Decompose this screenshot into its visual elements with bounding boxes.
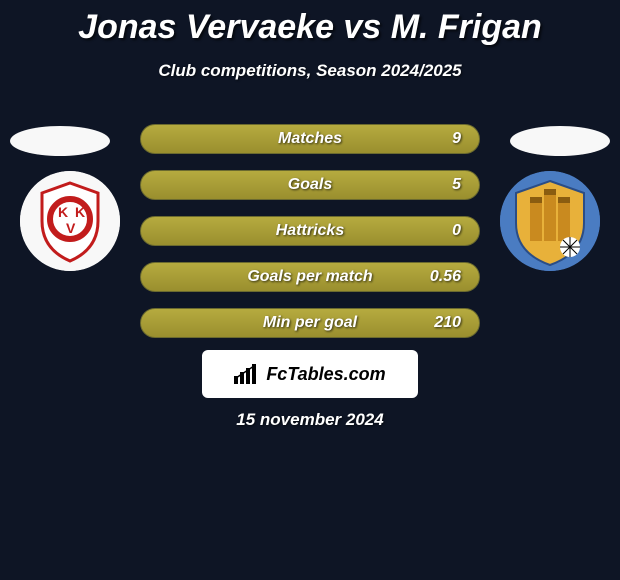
stat-row: Hattricks 0 <box>140 216 480 246</box>
stat-row: Goals per match 0.56 <box>140 262 480 292</box>
bars-icon <box>234 364 260 384</box>
stat-row: Matches 9 <box>140 124 480 154</box>
club-badge-right <box>500 171 600 271</box>
stat-value: 0.56 <box>430 268 461 286</box>
svg-text:K: K <box>58 204 68 220</box>
stat-label: Matches <box>141 130 479 148</box>
svg-text:K: K <box>75 204 85 220</box>
page-title: Jonas Vervaeke vs M. Frigan <box>0 0 620 47</box>
player-avatar-left <box>10 126 110 156</box>
stat-label: Min per goal <box>141 314 479 332</box>
brand-text: FcTables.com <box>266 364 385 385</box>
stat-label: Hattricks <box>141 222 479 240</box>
snapshot-date: 15 november 2024 <box>0 410 620 430</box>
page-subtitle: Club competitions, Season 2024/2025 <box>0 61 620 81</box>
stat-row: Goals 5 <box>140 170 480 200</box>
stat-value: 210 <box>434 314 461 332</box>
brand-logo: FcTables.com <box>202 350 418 398</box>
stat-row: Min per goal 210 <box>140 308 480 338</box>
player-avatar-right <box>510 126 610 156</box>
stat-label: Goals <box>141 176 479 194</box>
club-badge-left: K K V <box>20 171 120 271</box>
stat-value: 9 <box>452 130 461 148</box>
stats-bars: Matches 9 Goals 5 Hattricks 0 Goals per … <box>140 124 480 354</box>
svg-text:V: V <box>66 220 76 236</box>
stat-value: 0 <box>452 222 461 240</box>
stat-value: 5 <box>452 176 461 194</box>
stat-label: Goals per match <box>141 268 479 286</box>
